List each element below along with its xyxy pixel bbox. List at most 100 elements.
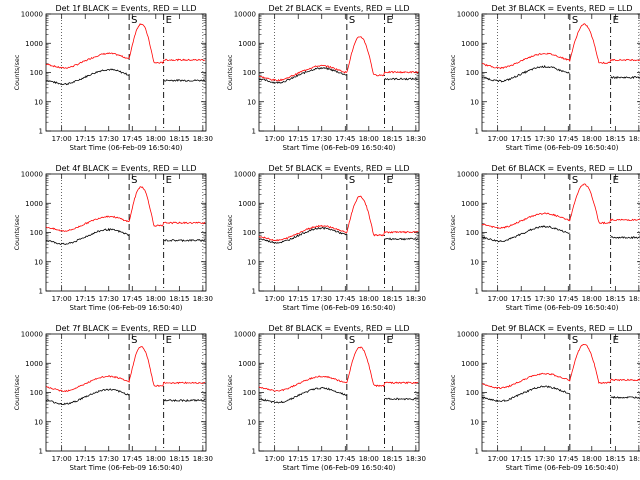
x-tick-label: 17:00 (265, 295, 285, 303)
x-tick-label: 17:45 (335, 135, 355, 143)
x-tick-label: 17:30 (312, 135, 332, 143)
y-tick-label: 100 (243, 229, 256, 237)
x-axis-label: Start Time (06-Feb-09 16:50:40) (69, 304, 182, 312)
y-tick-label: 10000 (457, 11, 479, 19)
y-tick-label: 1 (252, 288, 256, 296)
x-tick-label: 17:15 (288, 455, 308, 463)
x-tick-label: 17:00 (488, 135, 508, 143)
marker-label-e: E (386, 175, 392, 186)
marker-label-e: E (386, 15, 392, 26)
x-tick-label: 18:00 (359, 295, 379, 303)
panel-title: Det 2f BLACK = Events, RED = LLD (268, 4, 409, 13)
y-tick-label: 1 (39, 128, 43, 136)
y-tick-label: 10 (470, 98, 479, 106)
series-events-line (258, 226, 419, 244)
x-tick-label: 17:00 (52, 295, 72, 303)
x-tick-label: 17:45 (558, 295, 578, 303)
plot-frame (258, 13, 420, 132)
x-tick-label: 18:15 (382, 455, 402, 463)
x-tick-label: 18:15 (382, 135, 402, 143)
x-tick-label: 17:45 (335, 455, 355, 463)
y-tick-label: 1000 (461, 200, 479, 208)
series-lld-line (258, 36, 419, 82)
series-events-line (258, 386, 419, 404)
y-tick-label: 10000 (21, 331, 43, 339)
x-tick-label: 17:15 (288, 295, 308, 303)
x-tick-label: 17:15 (75, 295, 95, 303)
x-tick-label: 17:45 (558, 455, 578, 463)
series-lld-line (258, 346, 419, 392)
x-tick-label: 18:15 (382, 295, 402, 303)
y-tick-label: 10 (247, 418, 256, 426)
x-tick-label: 18:00 (146, 135, 166, 143)
x-tick-label: 17:15 (511, 135, 531, 143)
x-tick-label: 18:30 (406, 455, 426, 463)
y-tick-label: 1 (475, 128, 479, 136)
marker-label-s: S (131, 175, 137, 186)
marker-label-e: E (166, 175, 172, 186)
y-axis-label: Counts/sec (226, 54, 234, 90)
panel-det-8f: Det 8f BLACK = Events, RED = LLD 1 10 100 10… (226, 324, 426, 472)
y-tick-label: 1 (475, 448, 479, 456)
marker-label-s: S (131, 15, 137, 26)
series-events-line (45, 68, 206, 86)
x-axis-label: Start Time (06-Feb-09 16:50:40) (505, 304, 618, 312)
plot-frame (45, 13, 207, 132)
marker-label-s: S (349, 175, 355, 186)
y-tick-label: 1 (39, 448, 43, 456)
series-lld-line (258, 195, 419, 242)
y-tick-label: 10 (34, 418, 43, 426)
plot-frame (481, 13, 640, 132)
y-tick-label: 10000 (234, 331, 256, 339)
y-tick-label: 10000 (457, 171, 479, 179)
series-events-line (481, 385, 640, 403)
x-tick-label: 17:30 (312, 295, 332, 303)
marker-label-s: S (131, 335, 137, 346)
panel-det-2f: Det 2f BLACK = Events, RED = LLD 1 10 100 10… (226, 4, 426, 152)
x-tick-label: 17:30 (535, 295, 555, 303)
x-tick-label: 17:45 (335, 295, 355, 303)
panel-det-4f: Det 4f BLACK = Events, RED = LLD 1 10 100 10… (13, 164, 213, 312)
plot-frame (481, 173, 640, 292)
marker-label-e: E (613, 335, 619, 346)
series-events-line (45, 227, 206, 245)
y-axis-label: Counts/sec (226, 374, 234, 410)
x-tick-label: 17:30 (99, 295, 119, 303)
x-tick-label: 17:15 (511, 295, 531, 303)
panel-det-6f: Det 6f BLACK = Events, RED = LLD 1 10 100 10… (449, 164, 640, 312)
y-tick-label: 1000 (25, 360, 43, 368)
y-tick-label: 1000 (238, 200, 256, 208)
x-tick-label: 17:00 (488, 455, 508, 463)
x-tick-label: 18:15 (169, 455, 189, 463)
panel-title: Det 3f BLACK = Events, RED = LLD (491, 4, 632, 13)
y-tick-label: 100 (30, 229, 43, 237)
y-tick-label: 1000 (25, 40, 43, 48)
y-tick-label: 1000 (461, 360, 479, 368)
x-axis-label: Start Time (06-Feb-09 16:50:40) (505, 144, 618, 152)
panel-det-5f: Det 5f BLACK = Events, RED = LLD 1 10 100 10… (226, 164, 426, 312)
x-tick-label: 18:30 (193, 455, 213, 463)
y-tick-label: 100 (243, 389, 256, 397)
x-axis-label: Start Time (06-Feb-09 16:50:40) (69, 144, 182, 152)
x-tick-label: 18:30 (193, 135, 213, 143)
y-axis-label: Counts/sec (226, 214, 234, 250)
x-tick-label: 18:15 (605, 455, 625, 463)
y-tick-label: 100 (243, 69, 256, 77)
x-tick-label: 17:30 (99, 135, 119, 143)
marker-label-e: E (613, 15, 619, 26)
x-tick-label: 17:15 (288, 135, 308, 143)
series-lld-line (45, 186, 206, 232)
series-lld-line (45, 346, 206, 393)
y-tick-label: 1 (252, 448, 256, 456)
x-tick-label: 17:45 (558, 135, 578, 143)
x-tick-label: 18:15 (169, 135, 189, 143)
y-tick-label: 10000 (21, 11, 43, 19)
panel-title: Det 1f BLACK = Events, RED = LLD (55, 4, 196, 13)
y-tick-label: 100 (466, 229, 479, 237)
y-tick-label: 1 (475, 288, 479, 296)
x-tick-label: 17:00 (52, 135, 72, 143)
y-tick-label: 100 (466, 389, 479, 397)
x-tick-label: 18:00 (146, 295, 166, 303)
y-axis-label: Counts/sec (449, 54, 457, 90)
